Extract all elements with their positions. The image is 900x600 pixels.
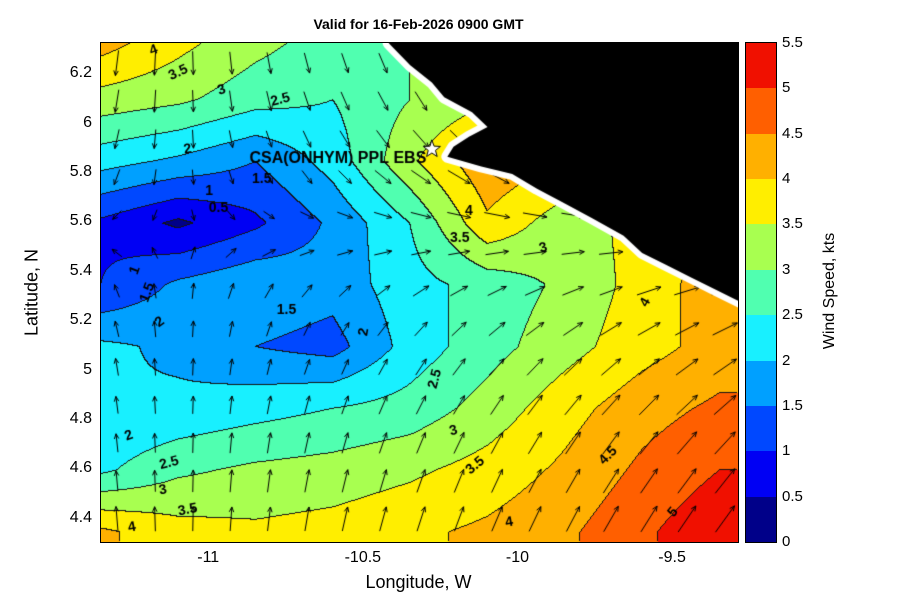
colorbar	[745, 42, 777, 543]
colorbar-tick-label: 5	[782, 79, 791, 97]
colorbar-tick-label: 5.5	[782, 34, 803, 51]
x-tick-label: -10.5	[344, 549, 382, 566]
colorbar-band	[746, 405, 776, 452]
y-tick-label: 5.4	[69, 261, 92, 279]
colorbar-band	[746, 269, 776, 316]
colorbar-tick-label: 3.5	[782, 215, 803, 233]
colorbar-band	[746, 88, 776, 134]
colorbar-band	[746, 133, 776, 180]
colorbar-band	[746, 315, 776, 361]
x-axis-label: Longitude, W	[365, 572, 472, 592]
y-tick-label: 4.8	[69, 409, 92, 427]
figure-title: Valid for 16-Feb-2026 0900 GMT	[313, 16, 524, 32]
y-axis-label: Latitude, N	[21, 248, 42, 337]
y-tick-label: 6	[83, 113, 92, 131]
colorbar-tick-label: 0	[782, 533, 791, 550]
colorbar-band	[746, 224, 776, 270]
colorbar-tick-label: 1.5	[782, 396, 803, 414]
y-axis-ticks: 4.4 4.6 4.8 5 5.2 5.4 5.6 5.8 6 6.2	[50, 42, 92, 543]
x-tick-label: -11	[197, 549, 220, 566]
x-tick-label: -10	[505, 549, 529, 566]
colorbar-band	[746, 179, 776, 225]
colorbar-tick-label: 0.5	[782, 487, 803, 505]
y-tick-label: 4.4	[69, 508, 92, 526]
y-tick-label: 4.6	[69, 459, 92, 477]
y-tick-label: 6.2	[69, 64, 92, 82]
colorbar-ticks: 0 0.5 1 1.5 2 2.5 3 3.5 4 4.5 5 5.5	[782, 34, 826, 550]
x-tick-label: -9.5	[658, 549, 686, 566]
colorbar-tick-label: 2	[782, 351, 791, 369]
x-axis-ticks: -11 -10.5 -10 -9.5	[100, 549, 737, 569]
colorbar-tick-label: 3	[782, 260, 791, 278]
colorbar-band	[746, 496, 776, 542]
colorbar-tick-label: 4	[782, 170, 791, 188]
colorbar-tick-label: 2.5	[782, 306, 803, 324]
wind-speed-contour-map	[100, 42, 739, 543]
colorbar-band	[746, 43, 776, 89]
y-tick-label: 5.2	[69, 311, 92, 329]
y-tick-label: 5.8	[69, 162, 92, 180]
colorbar-band	[746, 360, 776, 406]
y-tick-label: 5.6	[69, 212, 92, 230]
colorbar-band	[746, 451, 776, 497]
y-tick-label: 5	[83, 360, 92, 378]
colorbar-tick-label: 1	[782, 442, 791, 460]
colorbar-tick-label: 4.5	[782, 124, 803, 142]
colorbar-label: Wind Speed, kts	[821, 232, 838, 350]
